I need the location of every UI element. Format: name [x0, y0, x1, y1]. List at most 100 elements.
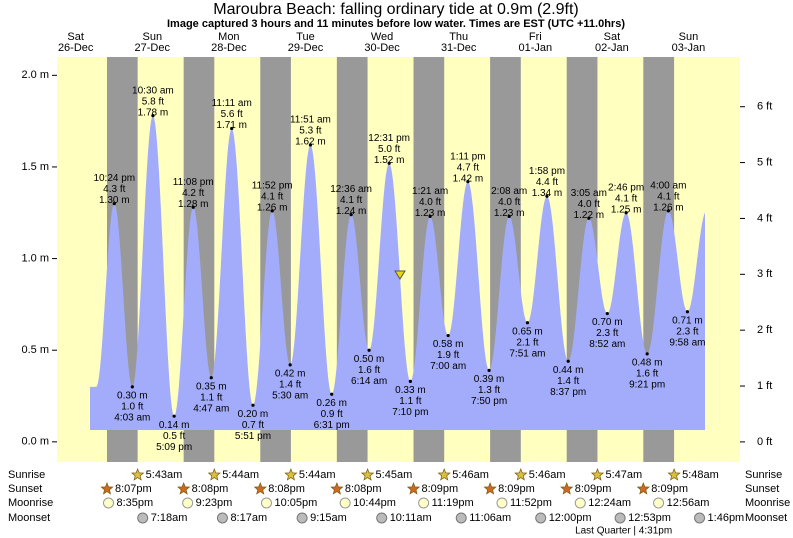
sunrise-icon [130, 468, 145, 481]
sunset-icon [330, 482, 344, 495]
tide-point [349, 213, 353, 217]
moonrise-time: 12:24am [588, 497, 631, 509]
row-label: Sunrise [745, 469, 782, 481]
tide-label: 4.0 ft [419, 197, 441, 208]
tide-point [525, 321, 530, 325]
y-tick-label: 2.0 m [21, 69, 49, 81]
row-label: Sunrise [8, 469, 45, 481]
tide-label: 0.44 m [553, 365, 584, 376]
sunrise-time: 5:48am [682, 469, 719, 481]
tide-label: 5:30 am [272, 391, 308, 402]
tide-label: 2.3 ft [676, 326, 698, 337]
tide-label: 4.2 ft [182, 188, 204, 199]
sunset-icon [253, 482, 267, 495]
tide-point [270, 209, 274, 213]
tide-label: 4.3 ft [103, 184, 125, 195]
day-date: 30-Dec [364, 42, 400, 54]
sunset-icon [483, 482, 497, 495]
tide-label: 10:24 pm [93, 173, 135, 184]
sunset-time: 8:08pm [192, 483, 229, 495]
day-date: 03-Jan [672, 42, 706, 54]
day-date: 31-Dec [441, 42, 477, 54]
row-label: Sunset [8, 483, 42, 495]
moonset-time: 12:00pm [549, 512, 592, 524]
moonrise-icon [574, 497, 586, 509]
moonset-time: 10:11am [390, 512, 432, 524]
sunset-time: 8:09pm [575, 483, 612, 495]
tide-point [387, 161, 391, 165]
tide-label: 6:14 am [351, 376, 387, 387]
tide-label: 1.71 m [216, 120, 247, 131]
tide-point [288, 363, 292, 367]
tide-label: 0.48 m [632, 358, 663, 369]
y2-tick-label: 4 ft [757, 212, 772, 224]
tide-label: 1.34 m [532, 188, 563, 199]
y2-tick-label: 3 ft [757, 268, 772, 280]
tide-point [545, 194, 549, 198]
row-label: Moonrise [745, 497, 790, 509]
tide-label: 0.71 m [672, 315, 703, 326]
sunset-icon [406, 482, 421, 495]
tide-label: 1.0 ft [121, 402, 143, 413]
moonrise-icon [653, 497, 665, 509]
moonrise-icon [260, 497, 272, 509]
day-weekday: Tue [296, 31, 315, 43]
sunrise-time: 5:45am [376, 469, 413, 481]
sunset-time: 8:08pm [268, 483, 305, 495]
sunrise-time: 5:44am [222, 469, 259, 481]
moonset-icon [535, 512, 547, 524]
tide-label: 2.3 ft [596, 328, 618, 339]
tide-point [408, 379, 412, 383]
tide-label: 4.0 ft [498, 197, 520, 208]
tide-point [428, 214, 432, 219]
day-date: 02-Jan [595, 42, 629, 54]
tide-label: 0.70 m [592, 317, 623, 328]
tide-point [666, 209, 670, 213]
tide-label: 11:51 am [290, 115, 331, 126]
tide-label: 0.50 m [354, 354, 385, 365]
chart-title: Maroubra Beach: falling ordinary tide at… [213, 1, 579, 18]
moonrise-time: 11:52pm [510, 497, 552, 509]
moonrise-icon [496, 497, 508, 509]
tide-point [191, 205, 195, 209]
moonrise-time: 8:35pm [116, 497, 153, 509]
y2-tick-label: 1 ft [757, 380, 772, 392]
tide-label: 1.4 ft [279, 380, 301, 391]
tide-label: 12:31 pm [368, 133, 410, 144]
tide-label: 1:21 am [412, 186, 448, 197]
sunset-time: 8:09pm [498, 483, 535, 495]
tide-label: 11:08 pm [173, 177, 214, 188]
day-weekday: Thu [449, 31, 468, 43]
tide-label: 2:46 pm [608, 182, 644, 193]
tide-point [645, 352, 649, 356]
sunset-time: 8:09pm [651, 483, 688, 495]
tide-label: 1.42 m [453, 173, 484, 184]
moonrise-icon [339, 497, 351, 509]
moonset-time: 7:18am [151, 512, 188, 524]
y2-tick-label: 6 ft [757, 101, 772, 113]
tide-label: 11:11 am [212, 98, 252, 109]
tide-label: 7:00 am [430, 361, 466, 372]
sunset-time: 8:07pm [115, 483, 152, 495]
day-date: 29-Dec [288, 42, 324, 54]
tide-label: 1:11 pm [450, 151, 485, 162]
sunrise-icon [590, 468, 605, 481]
moonset-time: 8:17am [230, 512, 267, 524]
tide-point [112, 202, 116, 206]
tide-point [566, 359, 570, 363]
day-weekday: Sun [142, 31, 162, 43]
y2-tick-label: 0 ft [757, 436, 772, 448]
tide-label: 12:36 am [330, 184, 372, 195]
sunrise-icon [284, 468, 298, 481]
day-weekday: Mon [218, 31, 239, 43]
day-weekday: Sat [604, 31, 621, 43]
row-label: Moonset [745, 512, 787, 524]
tide-point [308, 143, 313, 147]
tide-point [251, 403, 255, 407]
tide-point [151, 114, 155, 118]
moonset-icon [694, 512, 706, 524]
sunset-time: 8:09pm [422, 483, 459, 495]
tide-label: 1.4 ft [557, 376, 579, 387]
tide-label: 0.26 m [316, 398, 347, 409]
tide-label: 4.1 ft [261, 192, 283, 203]
